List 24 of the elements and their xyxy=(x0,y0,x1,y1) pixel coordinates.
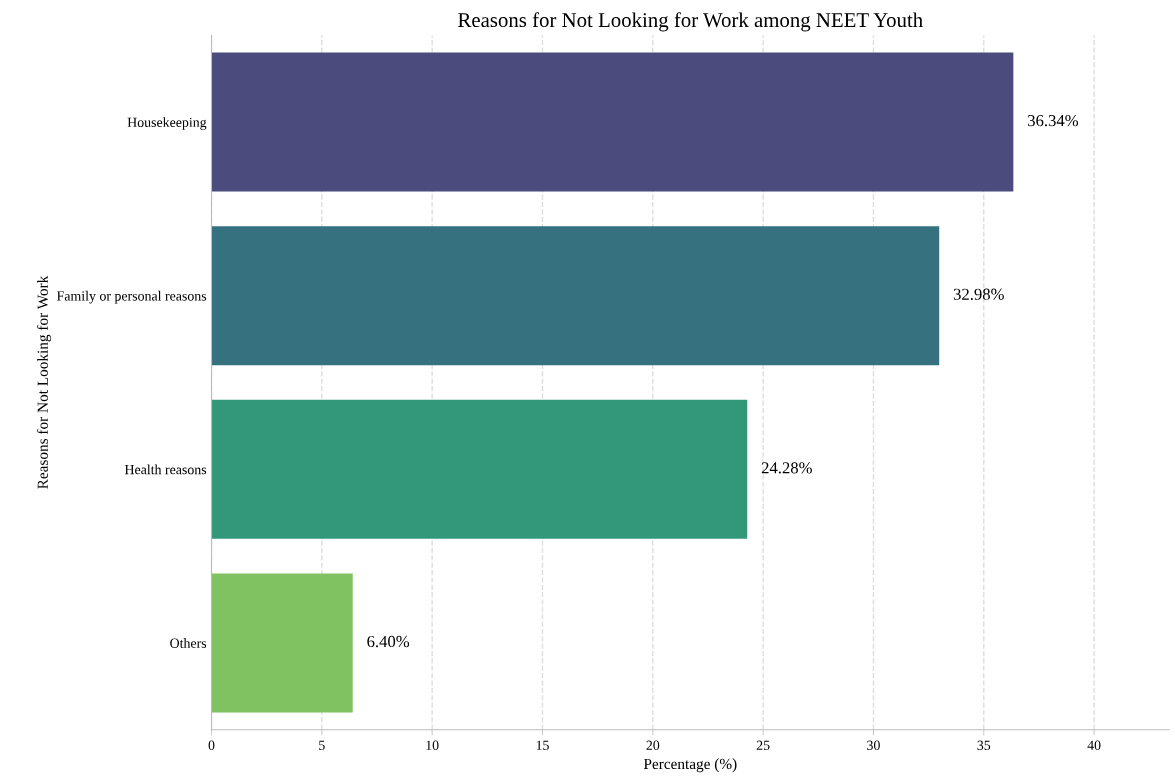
x-tick-label: 15 xyxy=(536,740,549,750)
bar xyxy=(211,52,1014,192)
y-tick-label: Others xyxy=(170,638,207,648)
data-label: 36.34% xyxy=(1028,114,1079,127)
x-tick-label: 25 xyxy=(756,740,770,750)
bar xyxy=(211,226,940,366)
x-tick-label: 20 xyxy=(646,740,660,750)
x-tick-label: 40 xyxy=(1087,740,1101,750)
x-tick-label: 0 xyxy=(208,740,215,750)
x-tick-label: 30 xyxy=(867,740,880,750)
x-axis-title: Percentage (%) xyxy=(643,758,737,773)
data-label: 24.28% xyxy=(761,462,812,474)
chart-title: Reasons for Not Looking for Work among NEET Youth xyxy=(458,12,923,32)
y-axis-title: Reasons for Not Looking for Work xyxy=(36,275,52,489)
x-tick-label: 10 xyxy=(426,740,439,750)
bar xyxy=(211,399,748,539)
data-label: 6.40% xyxy=(367,635,410,648)
data-label: 32.98% xyxy=(953,288,1004,300)
y-tick-label: Health reasons xyxy=(124,464,207,475)
x-tick-label: 35 xyxy=(977,740,991,750)
x-tick-label: 5 xyxy=(319,740,325,750)
y-tick-label: Family or personal reasons xyxy=(56,290,207,304)
bar xyxy=(211,573,353,713)
y-tick-label: Housekeeping xyxy=(127,117,207,130)
